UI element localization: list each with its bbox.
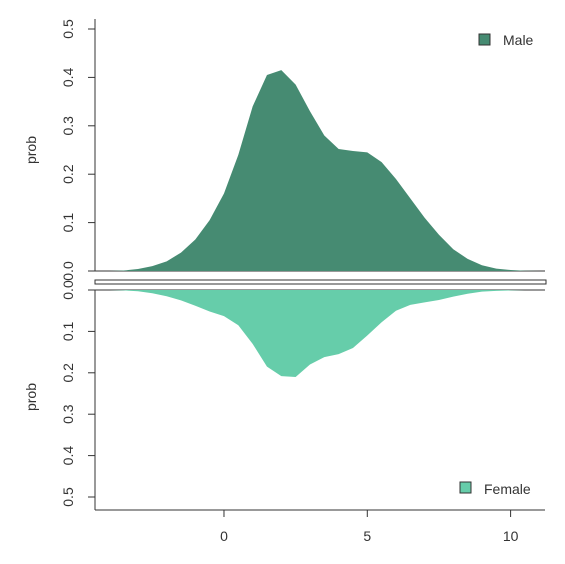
x-tick-label: 0: [220, 528, 228, 544]
female-density-area: [109, 290, 540, 377]
bottom-y-tick-label: 0.0: [60, 280, 76, 300]
top-y-tick-label: 0.5: [60, 19, 76, 39]
top-y-tick-label: 0.1: [60, 213, 76, 233]
x-tick-label: 5: [363, 528, 371, 544]
top-legend: Male: [478, 32, 534, 48]
bottom-y-tick-label: 0.5: [60, 487, 76, 507]
top-y-ticks: 0.0 0.1 0.2 0.3 0.4 0.5: [60, 19, 95, 281]
bottom-ylabel: prob: [23, 383, 39, 411]
top-panel: 0.0 0.1 0.2 0.3 0.4 0.5 prob Male: [23, 19, 545, 281]
male-density-area: [109, 70, 540, 271]
legend-swatch-female: [459, 481, 472, 494]
top-y-tick-label: 0.2: [60, 164, 76, 184]
top-y-tick-label: 0.3: [60, 116, 76, 136]
bottom-legend: Female: [459, 481, 531, 497]
bottom-panel: 0.0 0.1 0.2 0.3 0.4 0.5 0 5 10 prob Female: [23, 280, 545, 544]
x-axis-ticks: 0 5 10: [220, 510, 519, 544]
x-tick-label: 10: [503, 528, 519, 544]
bottom-y-tick-label: 0.2: [60, 363, 76, 383]
legend-swatch-male: [478, 33, 491, 46]
bottom-y-tick-label: 0.4: [60, 446, 76, 466]
bottom-y-tick-label: 0.1: [60, 321, 76, 341]
legend-label-male: Male: [503, 32, 534, 48]
panel-separator: [94, 279, 547, 285]
top-ylabel: prob: [23, 136, 39, 164]
bottom-y-tick-label: 0.3: [60, 404, 76, 424]
bottom-y-ticks: 0.0 0.1 0.2 0.3 0.4 0.5: [60, 280, 95, 507]
top-y-tick-label: 0.4: [60, 67, 76, 87]
legend-label-female: Female: [484, 481, 531, 497]
top-y-tick-label: 0.0: [60, 261, 76, 281]
